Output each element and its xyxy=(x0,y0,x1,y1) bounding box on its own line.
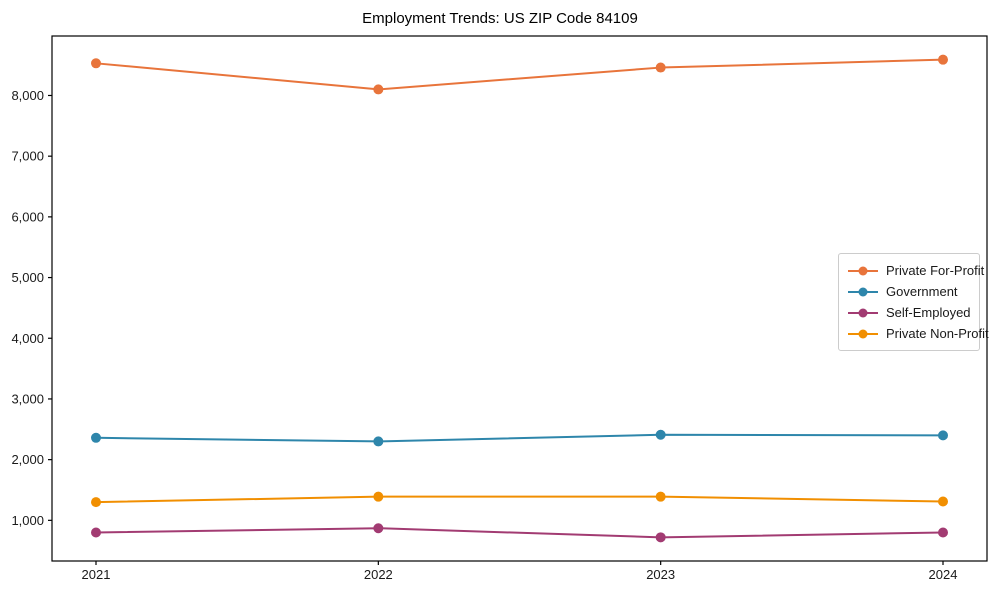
chart-title: Employment Trends: US ZIP Code 84109 xyxy=(362,10,638,27)
legend-marker-government xyxy=(848,287,878,296)
legend-item-government: Government xyxy=(847,281,971,302)
data-point-private-non-profit-2021 xyxy=(91,497,101,508)
legend-item-private-non-profit: Private Non-Profit xyxy=(847,323,989,344)
series-private-for-profit xyxy=(91,54,948,95)
series-line-private-for-profit xyxy=(95,58,944,91)
legend-item-self-employed: Self-Employed xyxy=(847,302,971,323)
series-self-employed xyxy=(91,523,948,543)
series-government xyxy=(91,429,948,447)
data-point-government-2023 xyxy=(655,429,666,440)
plot-border xyxy=(51,35,988,562)
data-point-private-for-profit-2024 xyxy=(938,54,948,65)
x-axis: 2021 2022 2023 2024 xyxy=(82,561,958,582)
data-point-private-non-profit-2022 xyxy=(373,491,384,502)
y-axis: 1,000 2,000 3,000 4,000 5,000 6,000 7,000 8,000 xyxy=(11,88,52,528)
legend-label-government: Government xyxy=(886,284,958,299)
data-point-government-2024 xyxy=(938,430,948,441)
legend: Private For-Profit Government Self-Employe… xyxy=(838,253,989,351)
y-tick-label: 3,000 xyxy=(11,391,44,406)
legend-item-private-for-profit: Private For-Profit xyxy=(847,260,984,281)
data-point-self-employed-2023 xyxy=(655,532,666,543)
data-point-self-employed-2024 xyxy=(938,527,948,538)
y-tick-label: 1,000 xyxy=(11,513,44,528)
data-point-government-2022 xyxy=(373,436,384,447)
series-line-self-employed xyxy=(95,527,944,539)
data-point-private-for-profit-2021 xyxy=(91,58,101,69)
y-tick-label: 8,000 xyxy=(11,88,44,103)
x-tick-label: 2024 xyxy=(929,567,958,582)
y-tick-label: 4,000 xyxy=(11,331,44,346)
x-tick-label: 2021 xyxy=(82,567,111,582)
legend-label-private-for-profit: Private For-Profit xyxy=(886,263,985,278)
legend-label-private-non-profit: Private Non-Profit xyxy=(886,326,989,341)
data-point-private-for-profit-2022 xyxy=(373,84,384,95)
x-tick-label: 2022 xyxy=(364,567,393,582)
legend-marker-private-non-profit xyxy=(848,329,878,338)
legend-marker-private-for-profit xyxy=(848,266,878,275)
legend-label-self-employed: Self-Employed xyxy=(886,305,971,320)
legend-marker-self-employed xyxy=(848,308,878,317)
data-point-private-non-profit-2024 xyxy=(938,496,948,507)
data-point-self-employed-2021 xyxy=(91,527,101,538)
data-point-private-for-profit-2023 xyxy=(655,62,666,73)
y-tick-label: 2,000 xyxy=(11,452,44,467)
series-line-government xyxy=(95,433,944,443)
y-tick-label: 7,000 xyxy=(11,149,44,164)
x-tick-label: 2023 xyxy=(646,567,675,582)
y-tick-label: 5,000 xyxy=(11,270,44,285)
data-point-self-employed-2022 xyxy=(373,523,384,534)
series-line-private-non-profit xyxy=(95,495,944,504)
data-point-private-non-profit-2023 xyxy=(655,491,666,502)
data-point-government-2021 xyxy=(91,432,101,443)
y-tick-label: 6,000 xyxy=(11,209,44,224)
series-private-non-profit xyxy=(91,491,948,508)
